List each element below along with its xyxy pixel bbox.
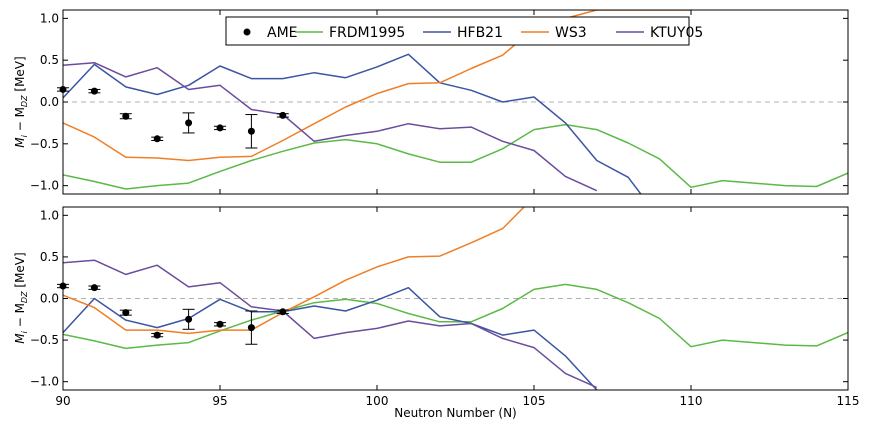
legend-entry-hfb21: HFB21 bbox=[423, 25, 503, 41]
legend-entry-frdm1995: FRDM1995 bbox=[295, 25, 405, 41]
ame-point bbox=[182, 112, 195, 134]
legend-items: AME FRDM1995 HFB21 WS3 KTUY05 bbox=[243, 25, 703, 41]
ame-marker bbox=[153, 331, 161, 339]
legend-label: HFB21 bbox=[457, 25, 503, 41]
ame-marker bbox=[247, 127, 255, 135]
top-series-lines bbox=[63, 10, 848, 194]
ame-point bbox=[214, 124, 226, 132]
legend-marker bbox=[243, 28, 251, 36]
legend-label: FRDM1995 bbox=[329, 25, 405, 41]
x-tick-label: 110 bbox=[680, 394, 703, 408]
ame-point bbox=[88, 284, 101, 292]
ame-point bbox=[151, 135, 164, 143]
y-tick-label: 0.0 bbox=[40, 95, 59, 109]
ame-marker bbox=[279, 111, 287, 119]
ame-marker bbox=[216, 124, 224, 132]
bottom-x-axis-ticks: 90 95 100 105 110 115 bbox=[55, 207, 859, 408]
series-line-frdm1995 bbox=[63, 283, 848, 350]
top-y-axis-label: Mi − MDZ [MeV] bbox=[13, 56, 29, 147]
ame-point bbox=[276, 111, 289, 119]
top-ame-points bbox=[57, 85, 289, 149]
ame-point bbox=[214, 320, 226, 328]
ame-point bbox=[88, 87, 101, 95]
ame-point bbox=[245, 310, 258, 345]
x-tick-label: 105 bbox=[523, 394, 546, 408]
ame-marker bbox=[185, 315, 193, 323]
y-tick-label: 0.5 bbox=[40, 53, 59, 67]
legend-label: WS3 bbox=[555, 25, 587, 41]
ame-point bbox=[151, 331, 164, 339]
y-tick-label: −1.0 bbox=[30, 375, 59, 389]
bottom-y-axis-ticks: 1.0 0.5 0.0 −0.5 −1.0 bbox=[30, 208, 848, 389]
legend-entry-ktuy05: KTUY05 bbox=[616, 25, 703, 41]
series-line-ktuy05 bbox=[63, 259, 598, 389]
bottom-y-axis-label: Mi − MDZ [MeV] bbox=[13, 252, 29, 343]
bottom-plot-frame bbox=[62, 206, 849, 391]
series-line-hfb21 bbox=[63, 53, 642, 194]
ame-marker bbox=[247, 324, 255, 332]
legend: AME FRDM1995 HFB21 WS3 KTUY05 bbox=[225, 16, 703, 46]
series-line-ktuy05 bbox=[63, 61, 598, 192]
bottom-panel: 1.0 0.5 0.0 −0.5 −1.0 90 95 100 105 110 115 Mi − … bbox=[13, 206, 859, 420]
ame-marker bbox=[279, 308, 287, 316]
y-tick-label: −1.0 bbox=[30, 179, 59, 193]
legend-label: AME bbox=[267, 25, 298, 41]
series-line-hfb21 bbox=[63, 286, 598, 390]
ame-marker bbox=[122, 112, 130, 120]
x-tick-label: 100 bbox=[366, 394, 389, 408]
ame-point bbox=[276, 308, 289, 316]
y-tick-label: −0.5 bbox=[30, 333, 59, 347]
legend-box bbox=[225, 16, 690, 46]
ame-marker bbox=[153, 135, 161, 143]
series-line-ws3 bbox=[63, 207, 526, 335]
ame-marker bbox=[122, 309, 130, 317]
legend-entry-ws3: WS3 bbox=[521, 25, 587, 41]
ame-marker bbox=[90, 284, 98, 292]
top-plot-frame bbox=[62, 9, 849, 195]
x-tick-label: 95 bbox=[212, 394, 227, 408]
ame-point bbox=[245, 114, 258, 149]
y-tick-label: 1.0 bbox=[40, 11, 59, 25]
y-tick-label: 0.0 bbox=[40, 292, 59, 306]
x-axis-label: Neutron Number (N) bbox=[394, 406, 516, 420]
bottom-series-lines bbox=[63, 207, 848, 390]
series-line-frdm1995 bbox=[63, 123, 848, 190]
ame-point bbox=[119, 112, 132, 120]
y-tick-label: 1.0 bbox=[40, 208, 59, 222]
y-tick-label: −0.5 bbox=[30, 137, 59, 151]
ame-marker bbox=[185, 119, 193, 127]
y-tick-label: 0.5 bbox=[40, 250, 59, 264]
ame-marker bbox=[216, 320, 224, 328]
series-line-ws3 bbox=[63, 10, 691, 162]
top-y-axis-ticks: 1.0 0.5 0.0 −0.5 −1.0 bbox=[30, 11, 848, 193]
ame-point bbox=[119, 309, 132, 317]
ame-marker bbox=[90, 87, 98, 95]
bottom-ame-points bbox=[57, 282, 289, 345]
ame-point bbox=[182, 308, 195, 330]
legend-entry-ame: AME bbox=[243, 25, 298, 41]
legend-label: KTUY05 bbox=[650, 25, 703, 41]
x-tick-label: 115 bbox=[837, 394, 860, 408]
x-tick-label: 90 bbox=[55, 394, 70, 408]
